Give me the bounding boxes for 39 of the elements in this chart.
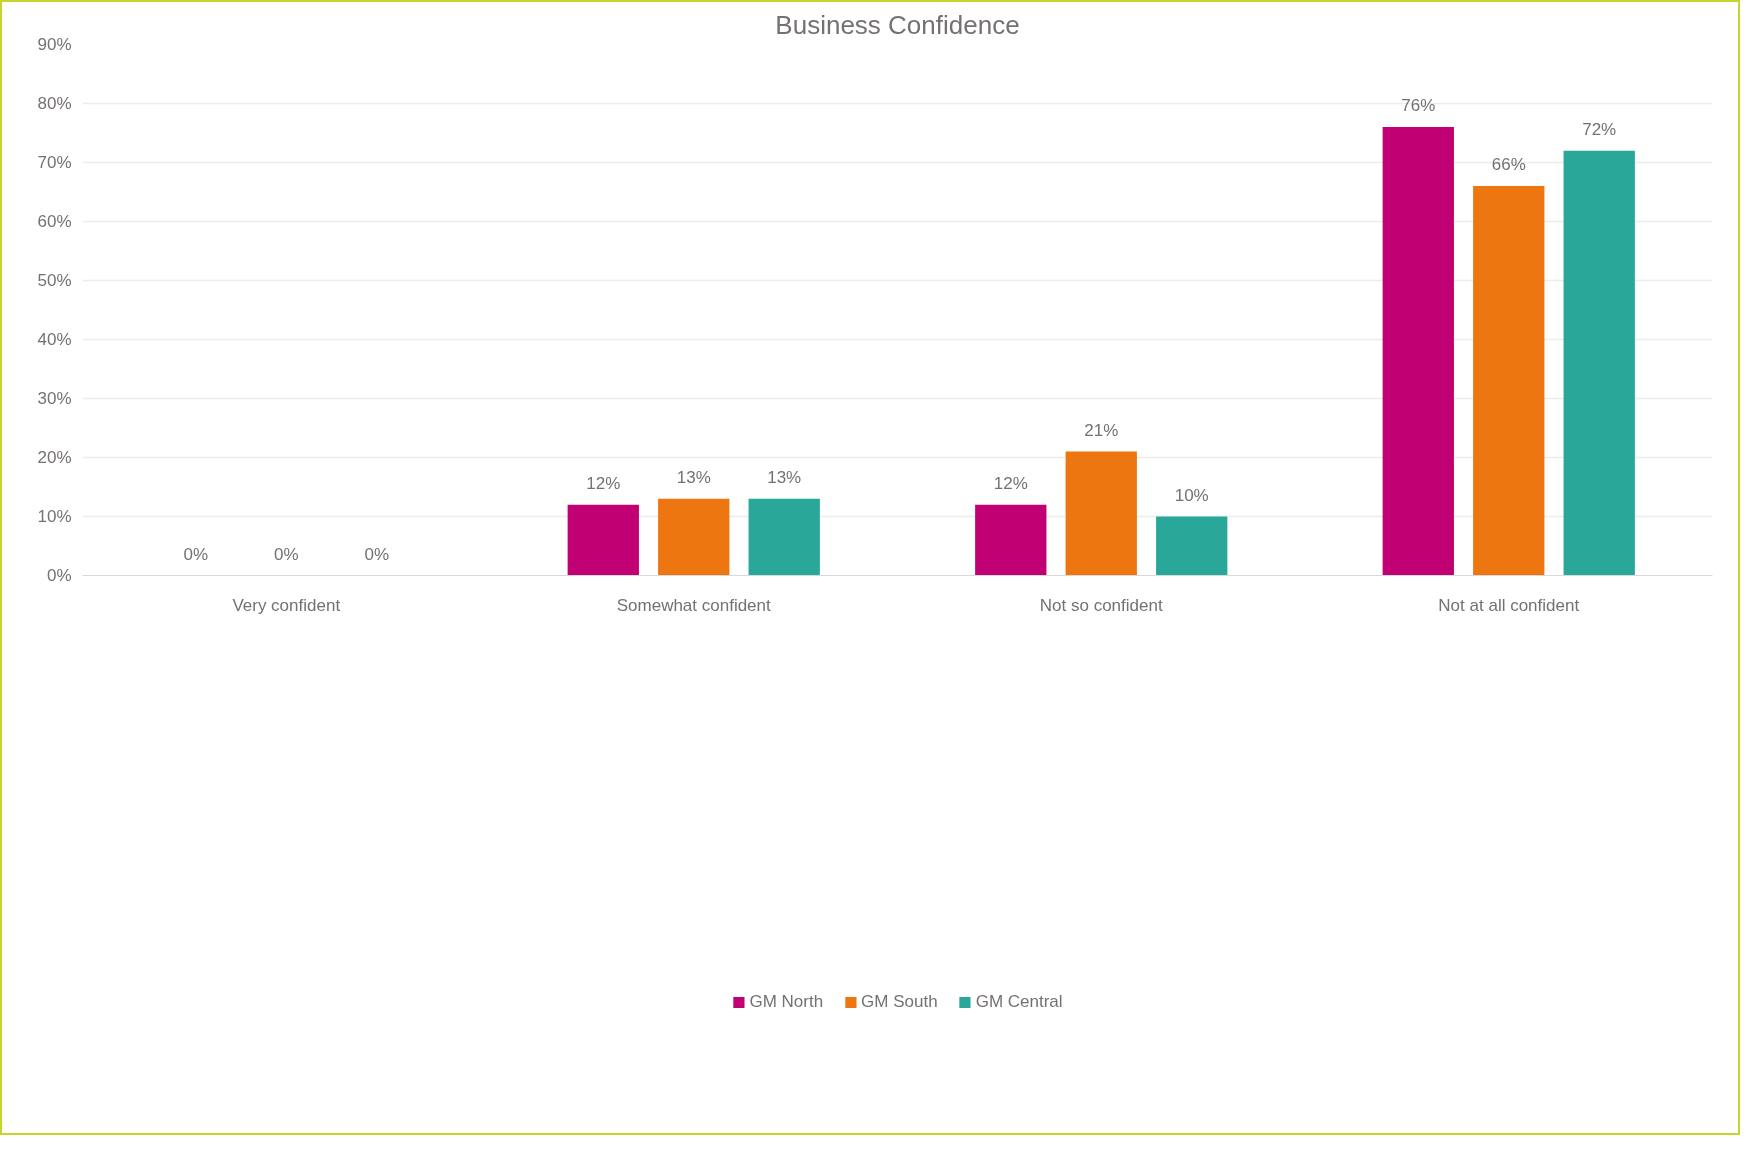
y-tick-label: 10% [37, 507, 72, 526]
text: 76% [1401, 96, 1436, 116]
bar [748, 498, 820, 576]
bar [658, 498, 730, 576]
legend-label: GM South [861, 992, 938, 1012]
bar [975, 504, 1047, 576]
text: 13% [767, 467, 802, 487]
text: 13% [676, 467, 711, 487]
text: 10% [1174, 485, 1209, 505]
chart-title: Business Confidence [775, 9, 1020, 40]
text: 12% [586, 473, 621, 493]
text: 66% [1491, 155, 1526, 175]
x-tick-label: Not at all confident [1438, 595, 1580, 615]
text: 21% [1084, 420, 1119, 440]
bar [1473, 186, 1545, 576]
y-tick-label: 20% [37, 448, 72, 467]
bar [1065, 451, 1137, 576]
legend-label: GM North [749, 992, 824, 1012]
bar [567, 504, 639, 576]
bar [1156, 516, 1228, 576]
x-tick-label: Very confident [232, 595, 341, 615]
legend-label: GM Central [975, 992, 1063, 1012]
bar [1563, 150, 1635, 576]
x-tick-label: Not so confident [1039, 595, 1163, 615]
y-tick-label: 0% [46, 566, 72, 585]
y-tick-label: 50% [37, 271, 72, 290]
x-tick-label: Somewhat confident [616, 595, 772, 615]
y-tick-label: 80% [37, 94, 72, 113]
y-tick-label: 60% [37, 212, 72, 231]
text: 72% [1582, 119, 1617, 139]
y-tick-label: 30% [37, 389, 72, 408]
y-tick-label: 90% [37, 35, 72, 54]
y-tick-label: 40% [37, 330, 72, 349]
bar [1382, 127, 1454, 576]
text: 0% [273, 544, 299, 564]
y-tick-label: 70% [37, 153, 72, 172]
text: 12% [993, 473, 1028, 493]
text: 0% [183, 544, 209, 564]
text: 0% [364, 544, 390, 564]
